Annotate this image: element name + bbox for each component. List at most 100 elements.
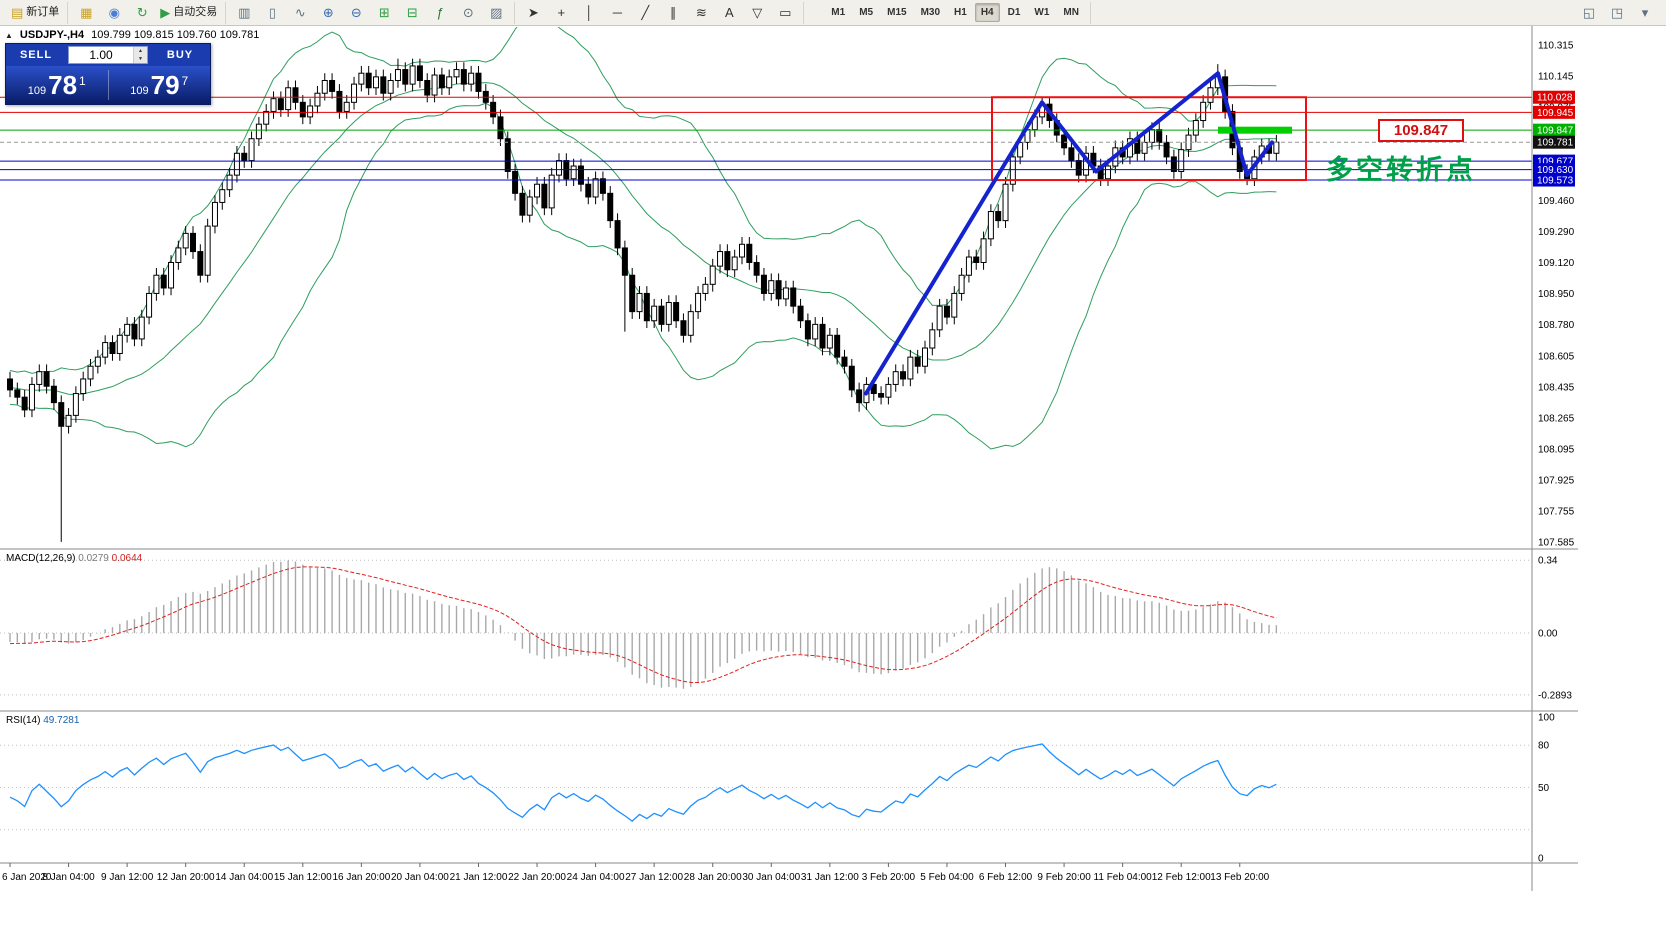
- volume-stepper: ▲ ▼: [133, 47, 147, 63]
- charts-button[interactable]: ▦: [73, 2, 99, 24]
- docking-icon: ◳: [1610, 5, 1624, 20]
- collapse-panel-icon[interactable]: ▲: [5, 30, 13, 40]
- toolbar-group-drawing-tools: ➤ + │ ─ ╱ ∥ ≋ A ▽ ▭: [515, 1, 805, 24]
- timeframe-h1-button[interactable]: H1: [954, 7, 967, 18]
- svg-text:108.095: 108.095: [1538, 445, 1575, 456]
- rsi-value: 49.7281: [43, 715, 80, 726]
- horizontal-line-tool-button[interactable]: ─: [604, 2, 630, 24]
- svg-text:11 Feb 04:00: 11 Feb 04:00: [1094, 872, 1153, 883]
- channel-tool-button[interactable]: ∥: [660, 2, 686, 24]
- buy-price[interactable]: 109 79 7: [109, 72, 211, 98]
- timeframe-d1-button[interactable]: D1: [1007, 7, 1021, 18]
- price-callout-label: 109.847: [1378, 119, 1464, 142]
- svg-text:13 Feb 20:00: 13 Feb 20:00: [1210, 872, 1269, 883]
- volume-decrease-button[interactable]: ▼: [134, 55, 147, 63]
- rsi-name: RSI(14): [6, 715, 41, 726]
- svg-text:80: 80: [1538, 741, 1550, 752]
- svg-text:108.780: 108.780: [1538, 320, 1575, 331]
- chart-back-icon: ◱: [1582, 5, 1596, 20]
- auto-trading-button[interactable]: ▶ 自动交易: [157, 2, 220, 24]
- cursor-tool-button[interactable]: ➤: [520, 2, 546, 24]
- svg-text:-0.2893: -0.2893: [1538, 690, 1572, 701]
- vertical-line-tool-button[interactable]: │: [576, 2, 602, 24]
- chart-back-button[interactable]: ◱: [1576, 2, 1602, 24]
- timeframe-bar: M1 M5 M15 M30 H1 H4 D1 W1 MN: [820, 1, 1091, 24]
- text-tool-button[interactable]: A: [716, 2, 742, 24]
- volume-field: ▲ ▼: [68, 46, 148, 64]
- sell-button[interactable]: SELL: [19, 49, 53, 61]
- svg-text:107.585: 107.585: [1538, 537, 1575, 548]
- tile-windows-icon: ⊞: [378, 5, 390, 20]
- svg-text:109.573: 109.573: [1537, 176, 1574, 187]
- templates-menu-button[interactable]: ▨: [483, 2, 509, 24]
- timeframe-m30-button[interactable]: M30: [920, 7, 941, 18]
- buy-price-prefix: 109: [130, 85, 149, 97]
- refresh-button[interactable]: ↻: [129, 2, 155, 24]
- overflow-button[interactable]: ▾: [1632, 2, 1658, 24]
- sell-price[interactable]: 109 78 1: [6, 72, 108, 98]
- svg-text:12 Jan 20:00: 12 Jan 20:00: [157, 872, 215, 883]
- channel-tool-icon: ∥: [670, 5, 677, 20]
- bollinger-bands-layer: [9, 27, 1277, 450]
- zoom-out-button[interactable]: ⊖: [343, 2, 369, 24]
- vertical-line-tool-icon: │: [585, 5, 594, 20]
- svg-text:107.925: 107.925: [1538, 475, 1575, 486]
- svg-text:6 Jan 2020: 6 Jan 2020: [2, 872, 52, 883]
- templates-menu-icon: ▨: [490, 5, 503, 20]
- svg-text:109.290: 109.290: [1538, 227, 1575, 238]
- shapes-tool-button[interactable]: ▭: [772, 2, 798, 24]
- new-order-icon: ▤: [11, 5, 24, 20]
- svg-text:5 Feb 04:00: 5 Feb 04:00: [920, 872, 974, 883]
- zoom-in-button[interactable]: ⊕: [315, 2, 341, 24]
- timeframe-h4-button[interactable]: H4: [974, 3, 1000, 22]
- svg-text:108.950: 108.950: [1538, 289, 1575, 300]
- periods-menu-button[interactable]: ⊙: [455, 2, 481, 24]
- indicators-list-button[interactable]: ƒ: [427, 2, 453, 24]
- buy-button[interactable]: BUY: [166, 49, 194, 61]
- crosshair-tool-button[interactable]: +: [548, 2, 574, 24]
- svg-text:9 Feb 20:00: 9 Feb 20:00: [1037, 872, 1091, 883]
- docking-button[interactable]: ◳: [1604, 2, 1630, 24]
- horizontal-line-tool-icon: ─: [612, 5, 622, 20]
- svg-text:100: 100: [1538, 713, 1555, 724]
- buy-price-big: 79: [150, 70, 180, 100]
- bar-chart-mode-button[interactable]: ▥: [231, 2, 257, 24]
- timeframe-w1-button[interactable]: W1: [1034, 7, 1050, 18]
- buy-price-sup: 7: [181, 74, 189, 88]
- timeframe-m5-button[interactable]: M5: [859, 7, 874, 18]
- volume-increase-button[interactable]: ▲: [134, 47, 147, 55]
- toolbar: ▤ 新订单 ▦ ◉ ↻ ▶ 自动交易 ▥ ▯ ∿ ⊕ ⊖ ⊞ ⊟ ƒ ⊙ ▨ ➤ + │ ─ ╱ ∥ ≋ A ▽ ▭ M1 M5 M15 M…: [0, 0, 1666, 26]
- line-chart-mode-button[interactable]: ∿: [287, 2, 313, 24]
- svg-text:27 Jan 12:00: 27 Jan 12:00: [625, 872, 683, 883]
- arrows-tool-button[interactable]: ▽: [744, 2, 770, 24]
- timeframe-m15-button[interactable]: M15: [887, 7, 907, 18]
- volume-input[interactable]: [69, 47, 133, 63]
- annotations-layer: [864, 71, 1307, 396]
- candlestick-mode-button[interactable]: ▯: [259, 2, 285, 24]
- profiles-button[interactable]: ◉: [101, 2, 127, 24]
- profiles-icon: ◉: [108, 5, 120, 20]
- trendline-tool-button[interactable]: ╱: [632, 2, 658, 24]
- timeframe-m1-button[interactable]: M1: [831, 7, 846, 18]
- sell-price-prefix: 109: [27, 85, 47, 97]
- zoom-in-icon: ⊕: [322, 5, 334, 20]
- svg-text:109.630: 109.630: [1537, 165, 1574, 176]
- svg-text:108.605: 108.605: [1538, 352, 1575, 363]
- svg-text:24 Jan 04:00: 24 Jan 04:00: [567, 872, 625, 883]
- timeframe-mn-button[interactable]: MN: [1063, 7, 1079, 18]
- tile-windows-button[interactable]: ⊞: [371, 2, 397, 24]
- price-axis[interactable]: 110.315110.145109.975109.805109.635109.4…: [1531, 26, 1575, 891]
- overflow-icon: ▾: [1641, 5, 1649, 20]
- fibonacci-tool-button[interactable]: ≋: [688, 2, 714, 24]
- new-order-button[interactable]: ▤ 新订单: [8, 2, 62, 24]
- indicators-list-icon: ƒ: [436, 5, 444, 20]
- text-tool-icon: A: [724, 5, 734, 20]
- toolbar-group-workspace: ▦ ◉ ↻ ▶ 自动交易: [68, 1, 227, 24]
- svg-text:110.145: 110.145: [1538, 71, 1574, 82]
- cascade-windows-button[interactable]: ⊟: [399, 2, 425, 24]
- svg-text:16 Jan 20:00: 16 Jan 20:00: [332, 872, 390, 883]
- svg-text:109.120: 109.120: [1538, 258, 1575, 269]
- toolbar-group-orders: ▤ 新订单: [3, 1, 69, 24]
